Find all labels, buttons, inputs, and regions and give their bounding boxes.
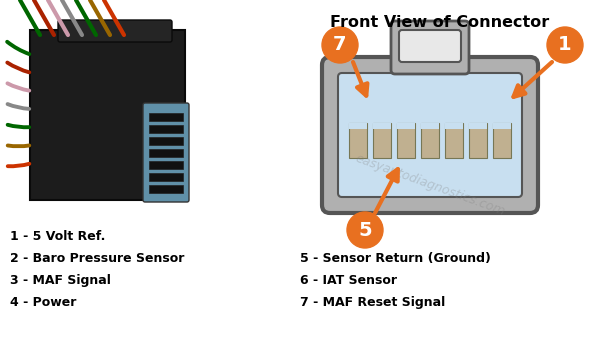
FancyBboxPatch shape — [143, 103, 189, 202]
Bar — [349, 122, 367, 158]
Bar — [493, 122, 511, 128]
Bar — [493, 122, 511, 158]
Text: 1 - 5 Volt Ref.: 1 - 5 Volt Ref. — [10, 230, 106, 243]
Text: 5 - Sensor Return (Ground): 5 - Sensor Return (Ground) — [300, 252, 491, 265]
Bar — [445, 122, 463, 158]
Circle shape — [547, 27, 583, 63]
Polygon shape — [30, 30, 185, 200]
Bar — [445, 122, 463, 128]
Text: 5: 5 — [358, 220, 372, 239]
Bar — [149, 173, 183, 181]
Text: easyautodiagnostics.com: easyautodiagnostics.com — [353, 152, 506, 218]
Bar — [149, 161, 183, 169]
Bar — [149, 149, 183, 157]
FancyBboxPatch shape — [338, 73, 522, 197]
Bar — [349, 122, 367, 128]
Text: 1: 1 — [558, 35, 572, 55]
Bar — [421, 122, 439, 158]
Bar — [469, 122, 487, 128]
Bar — [397, 122, 415, 158]
Text: 2 - Baro Pressure Sensor: 2 - Baro Pressure Sensor — [10, 252, 184, 265]
Bar — [373, 122, 391, 128]
Bar — [469, 122, 487, 158]
FancyBboxPatch shape — [322, 57, 538, 213]
Bar — [149, 137, 183, 145]
FancyBboxPatch shape — [58, 20, 172, 42]
Circle shape — [347, 212, 383, 248]
FancyBboxPatch shape — [391, 21, 469, 74]
Text: 6 - IAT Sensor: 6 - IAT Sensor — [300, 274, 397, 287]
Bar — [397, 122, 415, 128]
Text: 3 - MAF Signal: 3 - MAF Signal — [10, 274, 111, 287]
Bar — [421, 122, 439, 128]
Text: 7 - MAF Reset Signal: 7 - MAF Reset Signal — [300, 296, 445, 309]
Bar — [149, 185, 183, 193]
Bar — [373, 122, 391, 158]
Text: Front View of Connector: Front View of Connector — [331, 15, 550, 30]
FancyBboxPatch shape — [399, 30, 461, 62]
Bar — [149, 125, 183, 133]
Circle shape — [322, 27, 358, 63]
Bar — [149, 113, 183, 121]
Text: 7: 7 — [333, 35, 347, 55]
Text: 4 - Power: 4 - Power — [10, 296, 76, 309]
